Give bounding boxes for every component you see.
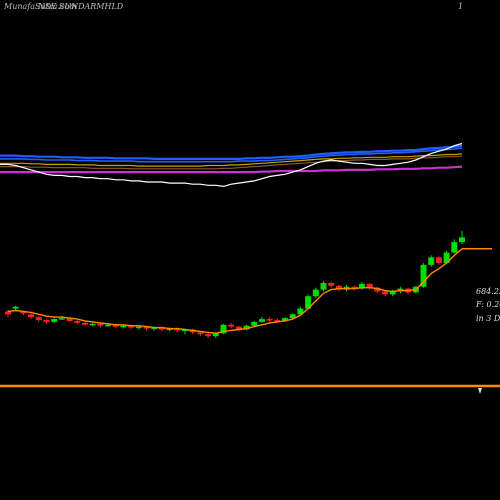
candle-body — [43, 320, 50, 322]
candle-body — [258, 319, 265, 322]
candle-body — [105, 324, 112, 327]
candle-body — [289, 314, 296, 319]
candle-body — [328, 282, 335, 286]
candle-body — [35, 317, 42, 320]
candle-body — [389, 291, 396, 295]
candle-body — [358, 283, 365, 289]
candle-body — [74, 320, 81, 323]
candle-body — [420, 264, 427, 287]
candle-body — [451, 242, 458, 253]
candle-body — [66, 318, 73, 321]
candle-body — [205, 334, 212, 337]
candle-body — [212, 333, 219, 337]
candle-body — [158, 327, 165, 330]
candle-body — [112, 324, 119, 327]
candle-body — [243, 325, 250, 330]
candle-body — [282, 318, 289, 321]
candle-body — [28, 314, 35, 318]
candle-body — [181, 329, 188, 331]
candle-body — [274, 320, 281, 322]
candle-body — [97, 323, 104, 326]
candle-body — [351, 286, 358, 289]
upper-ma-blue-2-line — [0, 147, 463, 163]
baseline-marker — [478, 388, 482, 394]
candle-body — [51, 319, 58, 322]
candle-body — [366, 283, 373, 288]
upper-ma-white-line — [0, 142, 463, 188]
candle-body — [459, 237, 465, 243]
last-price-label: 684.25 — [476, 287, 500, 296]
candle-body — [305, 296, 312, 309]
candle-body — [374, 287, 381, 292]
change-label: F: 0.26 X — [476, 300, 500, 309]
upper-ma-brown-line — [0, 155, 463, 170]
candle-body — [143, 326, 150, 329]
candle-body — [428, 257, 435, 265]
candle-body — [382, 291, 389, 295]
symbol-title: NSE SUNDARMHLD — [38, 2, 124, 11]
candle-body — [174, 328, 181, 331]
candle-body — [312, 289, 319, 297]
candle-body — [320, 282, 327, 290]
page-marker: 1 — [458, 2, 464, 11]
candle-body — [12, 306, 19, 309]
candle-body — [128, 325, 135, 328]
upper-ma-purple-line — [0, 165, 463, 174]
upper-ma-blue-1-line — [0, 144, 463, 160]
upper-ma-gold-line — [0, 153, 463, 167]
candle-body — [5, 311, 11, 315]
candle-body — [120, 325, 127, 328]
candle-body — [81, 322, 88, 325]
candle-body — [135, 326, 142, 329]
candle-body — [197, 332, 204, 335]
candle-body — [251, 321, 258, 326]
candle-body — [335, 285, 342, 290]
candle-body — [435, 257, 442, 263]
price-ema-line — [7, 248, 463, 335]
candle-body — [443, 252, 450, 263]
candle-body — [220, 324, 227, 334]
candle-body — [20, 311, 27, 314]
site-watermark: MunafaSutra.com — [4, 2, 77, 11]
candle-body — [266, 319, 273, 321]
candle-body — [58, 318, 65, 320]
candle-body — [228, 324, 235, 327]
candle-body — [89, 323, 96, 326]
candle-body — [151, 327, 158, 330]
period-label: in 3 Days — [476, 314, 500, 323]
candle-body — [297, 308, 304, 315]
candle-body — [235, 326, 242, 330]
